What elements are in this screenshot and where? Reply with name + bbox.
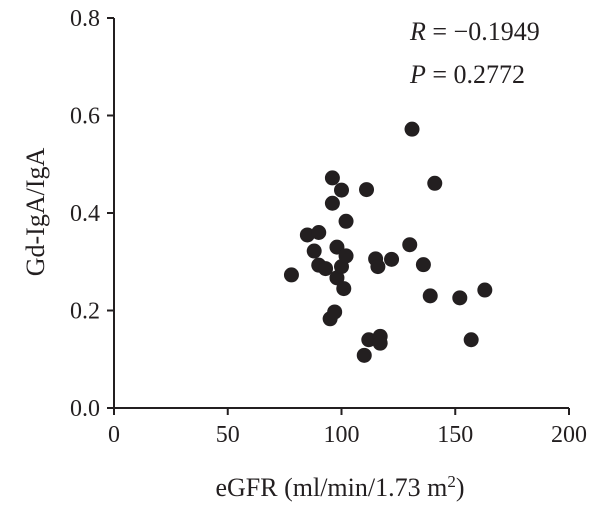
plot-area: 0.0 0.2 0.4 0.6 0.8 0 50 100 150 200 <box>70 6 587 448</box>
data-point <box>338 248 354 264</box>
x-tick-label: 50 <box>216 422 240 448</box>
y-tick-label: 0.4 <box>70 201 100 227</box>
data-point <box>415 257 431 273</box>
data-point <box>463 332 479 348</box>
data-point <box>422 288 438 304</box>
data-point <box>334 182 349 198</box>
data-point <box>452 290 468 306</box>
data-points <box>283 121 493 363</box>
y-tick-label: 0.2 <box>70 299 100 325</box>
y-axis-ticks: 0.0 0.2 0.4 0.6 0.8 <box>70 6 114 422</box>
data-point <box>356 347 372 363</box>
data-point <box>370 259 386 275</box>
data-point <box>311 225 327 240</box>
x-tick-label: 150 <box>437 422 473 448</box>
y-tick-label: 0.8 <box>70 6 100 32</box>
data-point <box>359 182 375 198</box>
data-point <box>338 213 354 229</box>
x-tick-label: 100 <box>324 422 360 448</box>
data-point <box>372 335 388 351</box>
data-point <box>299 227 315 243</box>
y-axis-title: Gd-IgA/IgA <box>21 148 50 277</box>
x-axis-ticks: 0 50 100 150 200 <box>108 408 587 448</box>
data-point <box>477 282 493 298</box>
data-point <box>283 267 299 283</box>
data-point <box>329 270 345 286</box>
y-tick-label: 0.0 <box>70 396 100 422</box>
data-point <box>324 170 340 186</box>
p-annotation: P = 0.2772 <box>409 60 525 89</box>
x-tick-label: 0 <box>108 422 120 448</box>
data-point <box>306 243 322 259</box>
data-point <box>324 195 340 211</box>
data-point <box>404 121 420 137</box>
data-point <box>427 175 443 191</box>
y-tick-label: 0.6 <box>70 104 100 130</box>
data-point <box>318 261 334 277</box>
x-axis-title: eGFR (ml/min/1.73 m2) <box>215 472 464 503</box>
r-annotation: R = −0.1949 <box>409 17 540 46</box>
data-point <box>336 281 352 297</box>
data-point <box>384 251 400 267</box>
x-tick-label: 200 <box>551 422 587 448</box>
data-point <box>327 304 343 320</box>
data-point <box>361 332 377 348</box>
data-point <box>402 237 418 253</box>
